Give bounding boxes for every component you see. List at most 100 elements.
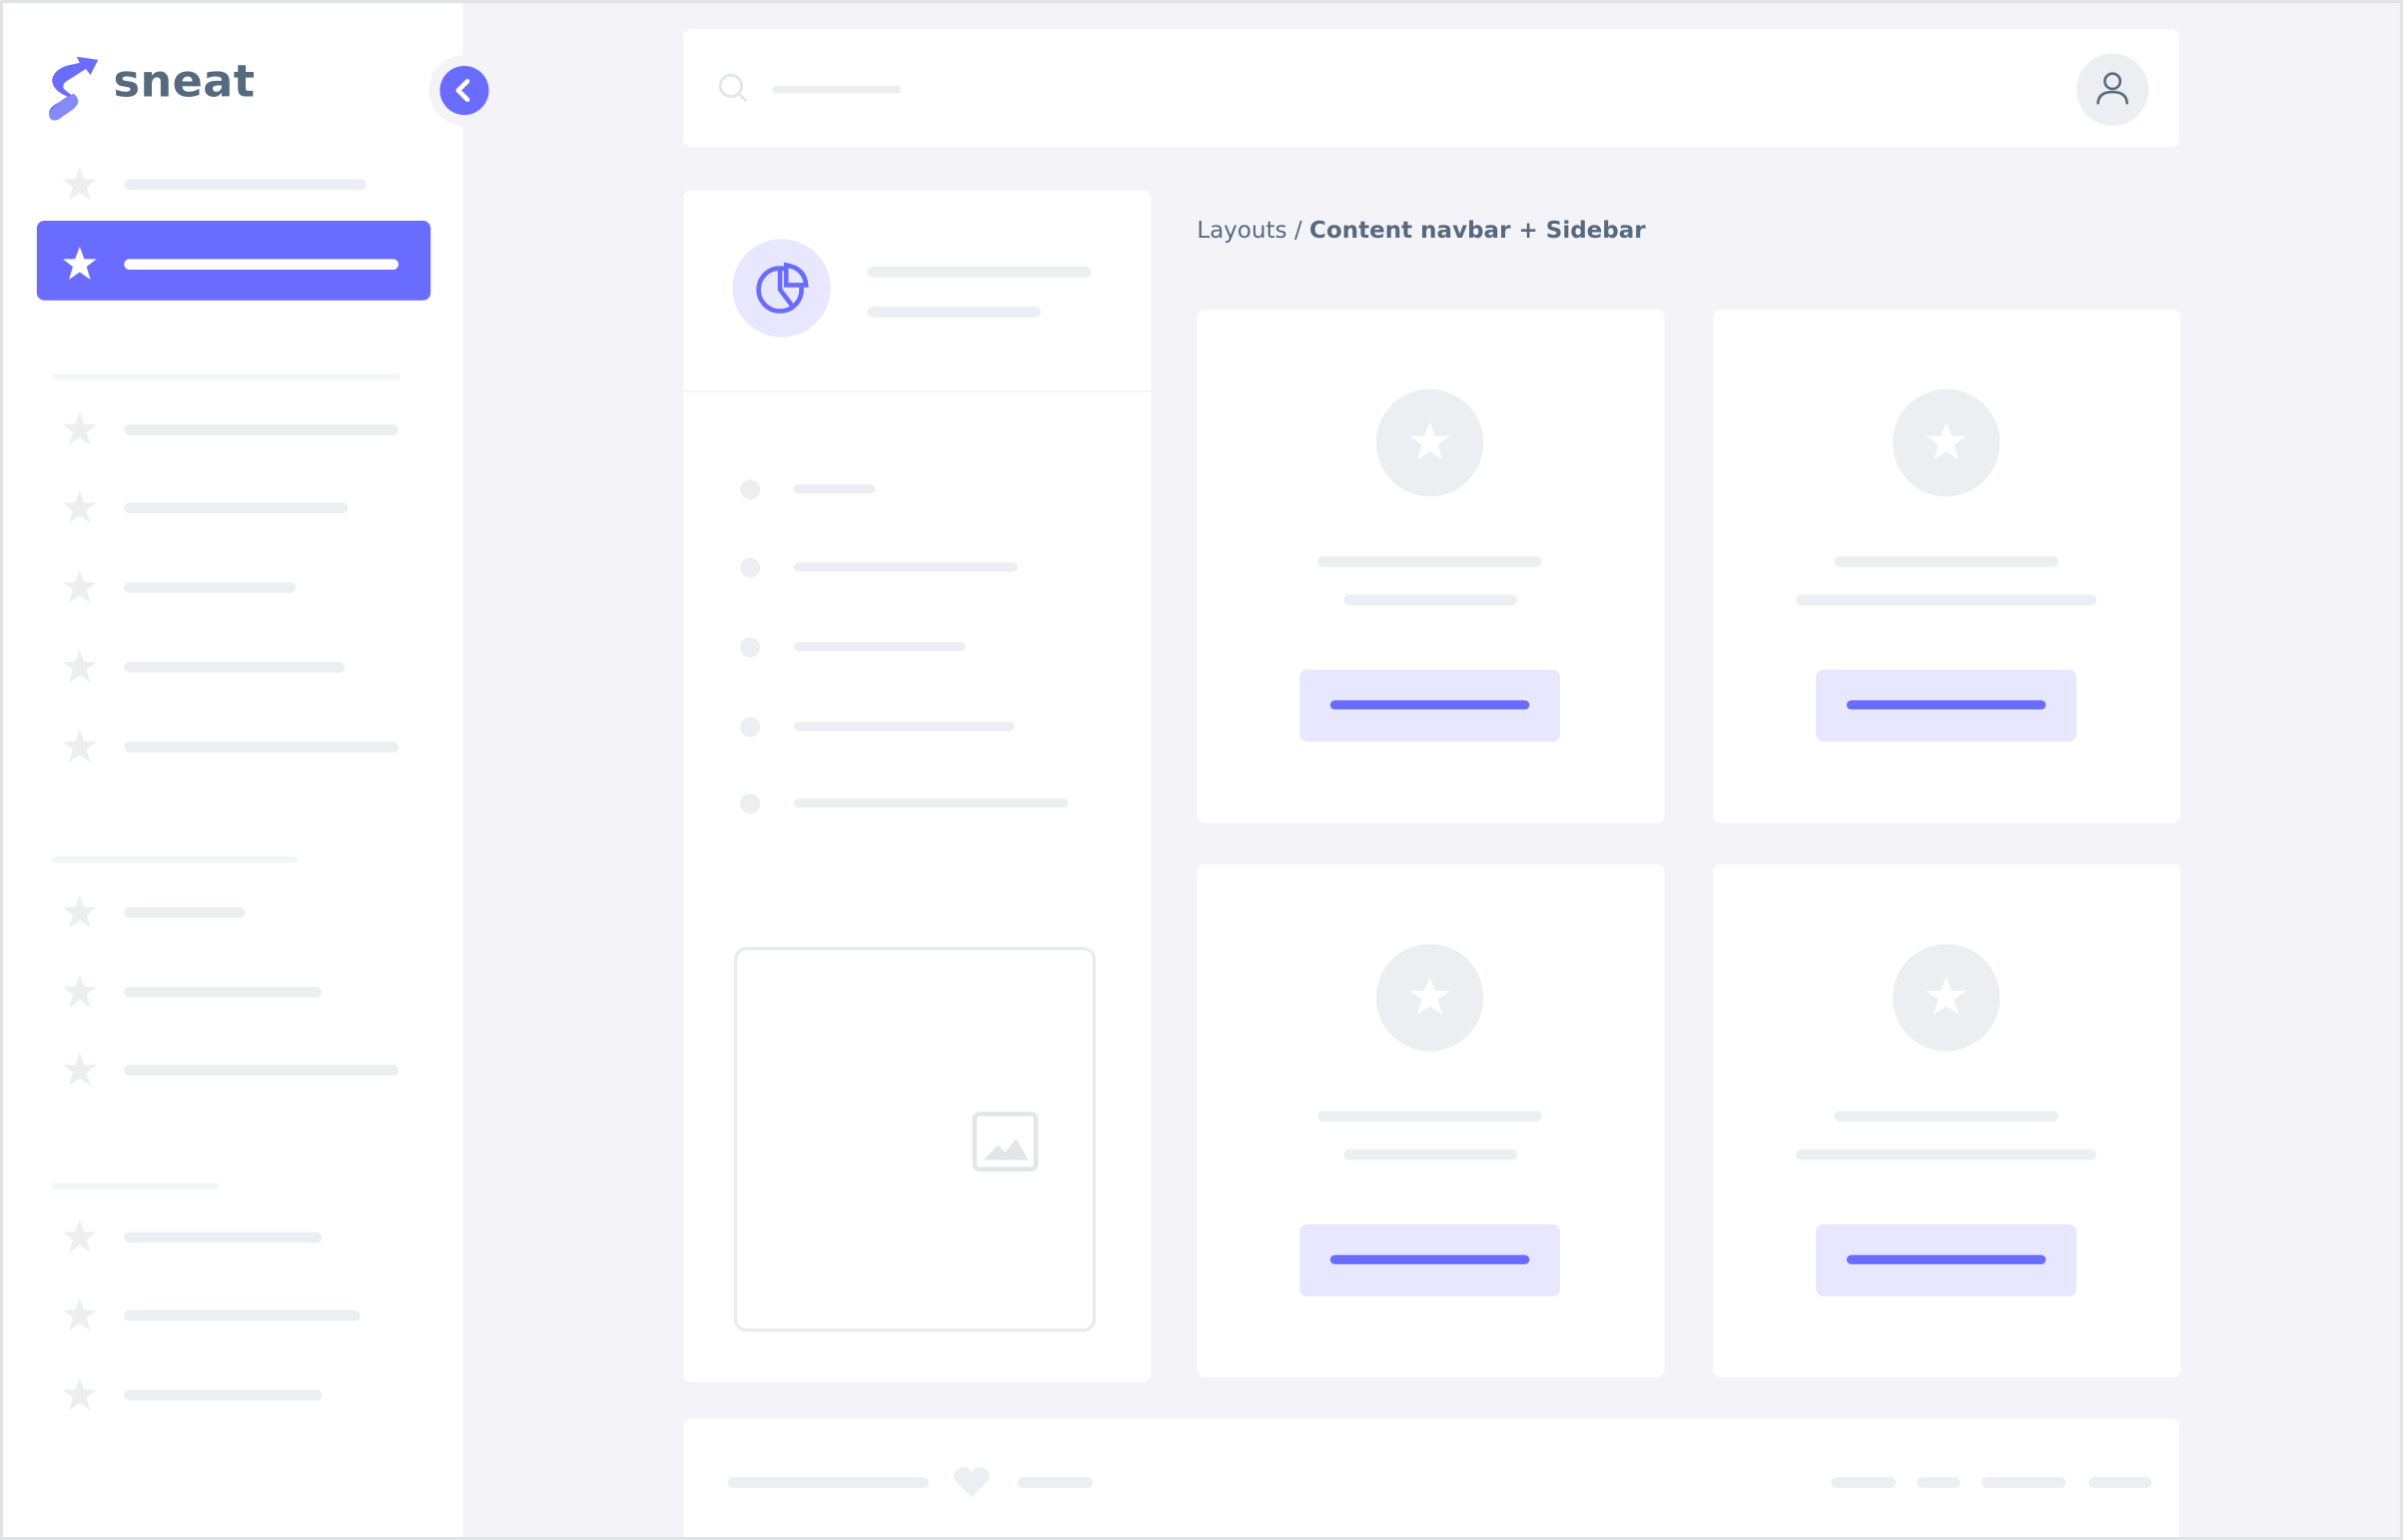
sidebar-item-label-placeholder[interactable] [124, 582, 297, 593]
card-icon-circle [1892, 944, 2001, 1052]
side-panel [683, 190, 1152, 1383]
star-icon [62, 1377, 97, 1411]
footer [683, 1418, 2179, 1538]
breadcrumb-current: Content navbar + Sidebar [1309, 216, 1646, 244]
card-button-label-placeholder [1329, 700, 1530, 710]
sidebar-item-label-placeholder[interactable] [124, 1231, 323, 1243]
list-item-placeholder[interactable] [793, 483, 876, 494]
side-panel-divider [683, 390, 1152, 392]
sidebar: sneat [3, 3, 500, 1538]
card-icon-circle [1892, 388, 2001, 497]
list-item-bullet [740, 793, 761, 814]
star-icon [62, 569, 97, 603]
star-icon [1926, 421, 1967, 460]
sidebar-item-label-placeholder[interactable] [124, 1389, 323, 1401]
star-icon [62, 167, 97, 201]
image-placeholder [733, 947, 1097, 1332]
card-action-button[interactable] [1299, 669, 1561, 742]
card-title-placeholder [1834, 1111, 2058, 1123]
star-icon [62, 1053, 97, 1087]
sidebar-item-label-placeholder[interactable] [124, 424, 399, 435]
sidebar-item-icon[interactable] [61, 728, 98, 765]
footer-text-placeholder [727, 1477, 929, 1488]
sidebar-item-icon[interactable] [61, 410, 98, 447]
sidebar-item-icon[interactable] [61, 166, 98, 203]
sidebar-item-icon[interactable] [61, 1376, 98, 1413]
star-icon [1409, 976, 1450, 1016]
card-button-label-placeholder [1329, 1254, 1530, 1264]
star-icon [62, 1219, 97, 1253]
star-icon [62, 729, 97, 763]
breadcrumb-separator: / [1293, 216, 1302, 244]
footer-link-placeholder[interactable] [1831, 1477, 1897, 1488]
breadcrumb: Layouts / Content navbar + Sidebar [1197, 216, 1645, 244]
logo-icon [49, 56, 99, 121]
sidebar-toggle-button[interactable] [439, 65, 489, 116]
image-icon [972, 1112, 1039, 1172]
sidebar-item-label-placeholder[interactable] [124, 502, 349, 514]
sidebar-item-label-placeholder[interactable] [124, 741, 399, 753]
sidebar-item-label-placeholder[interactable] [124, 179, 367, 191]
card-text-placeholder [1342, 1149, 1517, 1160]
search-input[interactable] [772, 85, 902, 94]
list-item-placeholder[interactable] [793, 641, 966, 652]
sidebar-item-icon[interactable] [61, 1218, 98, 1255]
footer-link-placeholder[interactable] [1917, 1477, 1961, 1488]
star-icon [62, 1297, 97, 1331]
star-icon [62, 411, 97, 445]
side-panel-title-placeholder [867, 266, 1092, 278]
sidebar-item-icon[interactable] [61, 246, 98, 283]
footer-link-placeholder[interactable] [2088, 1477, 2152, 1488]
side-panel-avatar [732, 239, 831, 338]
star-icon [62, 895, 97, 929]
card-action-button[interactable] [1816, 669, 2077, 742]
avatar[interactable] [2076, 53, 2149, 126]
card-button-label-placeholder [1846, 700, 2046, 710]
star-icon [62, 247, 97, 281]
footer-link-placeholder[interactable] [1017, 1477, 1094, 1488]
card-text-placeholder [1342, 594, 1517, 606]
card-icon-circle [1375, 388, 1484, 497]
card-action-button[interactable] [1299, 1223, 1561, 1297]
search-icon[interactable] [717, 72, 751, 106]
sidebar-item-label-placeholder[interactable] [124, 661, 346, 673]
list-item-placeholder[interactable] [793, 721, 1015, 731]
star-icon [1926, 976, 1967, 1016]
star-icon [62, 649, 97, 683]
sidebar-item-label-placeholder[interactable] [124, 907, 246, 919]
star-icon [1409, 421, 1450, 460]
sidebar-item-label-placeholder[interactable] [124, 987, 323, 998]
list-item-placeholder[interactable] [793, 562, 1018, 572]
logo-text: sneat [113, 55, 256, 108]
sidebar-item-icon[interactable] [61, 894, 98, 931]
card-action-button[interactable] [1816, 1223, 2077, 1297]
heart-icon [954, 1467, 990, 1498]
sidebar-item-label-placeholder[interactable] [124, 259, 399, 271]
sidebar-item-label-placeholder[interactable] [124, 1065, 399, 1077]
footer-link-placeholder[interactable] [1981, 1477, 2066, 1488]
sidebar-item-icon[interactable] [61, 488, 98, 525]
list-item-bullet [740, 479, 761, 500]
chevron-left-icon [455, 79, 470, 103]
user-icon [2096, 72, 2129, 105]
sidebar-item-icon[interactable] [61, 568, 98, 605]
sidebar-item-label-placeholder[interactable] [124, 1309, 361, 1321]
content-card [1197, 309, 1665, 823]
breadcrumb-parent[interactable]: Layouts [1197, 216, 1287, 244]
card-icon-circle [1375, 944, 1484, 1052]
sidebar-item-icon[interactable] [61, 973, 98, 1010]
sidebar-item-icon[interactable] [61, 1052, 98, 1089]
sidebar-item-icon[interactable] [61, 648, 98, 685]
sidebar-section-header-placeholder [52, 1182, 220, 1189]
sidebar-item-icon[interactable] [61, 1296, 98, 1333]
star-icon [62, 974, 97, 1008]
list-item-placeholder[interactable] [793, 798, 1069, 808]
content-card [1197, 864, 1665, 1378]
side-panel-subtitle-placeholder [867, 306, 1041, 318]
card-title-placeholder [1317, 1111, 1542, 1123]
pie-chart-icon [756, 262, 809, 314]
sidebar-section-header-placeholder [52, 374, 400, 381]
card-text-placeholder [1796, 594, 2097, 606]
list-item-bullet [740, 557, 761, 578]
